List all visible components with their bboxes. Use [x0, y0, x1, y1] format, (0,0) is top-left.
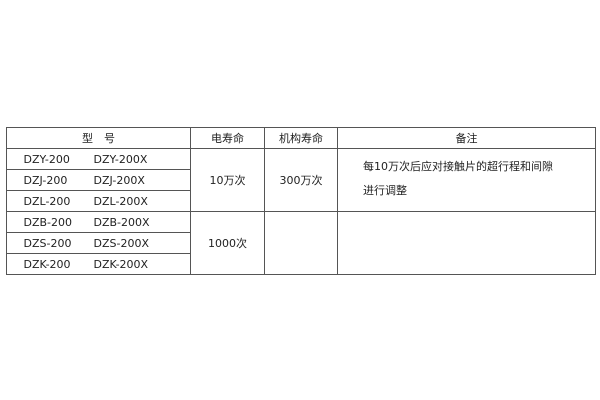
header-mechanical-life: 机构寿命	[264, 127, 338, 149]
electrical-life-cell: 1000次	[190, 211, 265, 275]
model-name: DZK-200	[23, 257, 71, 271]
table-row: DZB-200 DZB-200X 1000次	[6, 211, 596, 275]
mechanical-life-cell	[264, 211, 338, 275]
mechanical-life-cell: 300万次	[264, 148, 338, 212]
model-name: DZY-200	[23, 152, 70, 166]
model-name: DZL-200	[23, 194, 71, 208]
model-name: DZJ-200	[23, 173, 68, 187]
model-name: DZB-200	[23, 215, 73, 229]
electrical-life-cell: 10万次	[190, 148, 265, 212]
model-name-x: DZL-200X	[93, 194, 148, 208]
table-row: DZK-200 DZK-200X	[6, 253, 596, 275]
model-name-x: DZK-200X	[93, 257, 149, 271]
table-row: DZL-200 DZL-200X	[6, 190, 596, 212]
model-name-x: DZS-200X	[93, 236, 150, 250]
model-cell: DZS-200 DZS-200X	[6, 232, 191, 254]
model-name-x: DZB-200X	[93, 215, 150, 229]
note-line-1: 每10万次后应对接触片的超行程和间隙	[363, 160, 553, 173]
note-cell	[337, 211, 596, 275]
note-cell: 每10万次后应对接触片的超行程和间隙 进行调整	[337, 148, 596, 212]
spec-table: 型 号 电寿命 机构寿命 备注 DZY-200 DZY-200X 10万次 300…	[6, 127, 596, 275]
model-cell: DZY-200 DZY-200X	[6, 148, 191, 170]
header-electrical-life: 电寿命	[190, 127, 265, 149]
model-cell: DZK-200 DZK-200X	[6, 253, 191, 275]
model-name-x: DZY-200X	[93, 152, 148, 166]
model-name: DZS-200	[23, 236, 72, 250]
model-cell: DZL-200 DZL-200X	[6, 190, 191, 212]
model-cell: DZJ-200 DZJ-200X	[6, 169, 191, 191]
header-row: 型 号 电寿命 机构寿命 备注	[6, 127, 596, 149]
header-note: 备注	[337, 127, 596, 149]
model-cell: DZB-200 DZB-200X	[6, 211, 191, 233]
table-row: DZY-200 DZY-200X 10万次 300万次 每10万次后应对接触片的超…	[6, 148, 596, 212]
model-name-x: DZJ-200X	[93, 173, 145, 187]
header-model: 型 号	[6, 127, 191, 149]
note-line-2: 进行调整	[363, 184, 407, 197]
